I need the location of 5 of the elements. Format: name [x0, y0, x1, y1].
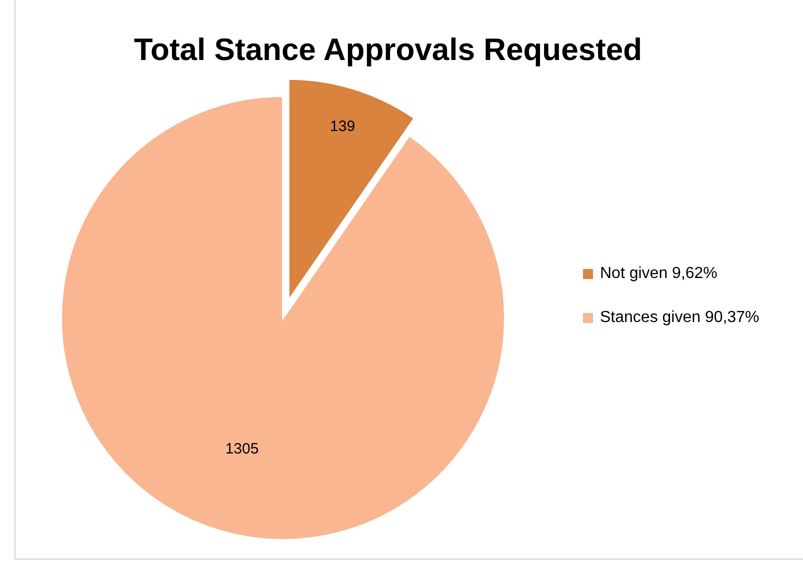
- data-label: 1305: [225, 440, 259, 458]
- legend-label: Not given 9,62%: [600, 265, 718, 282]
- chart-title: Total Stance Approvals Requested: [134, 32, 642, 68]
- data-label: 139: [330, 118, 356, 136]
- legend-label: Stances given 90,37%: [600, 309, 760, 326]
